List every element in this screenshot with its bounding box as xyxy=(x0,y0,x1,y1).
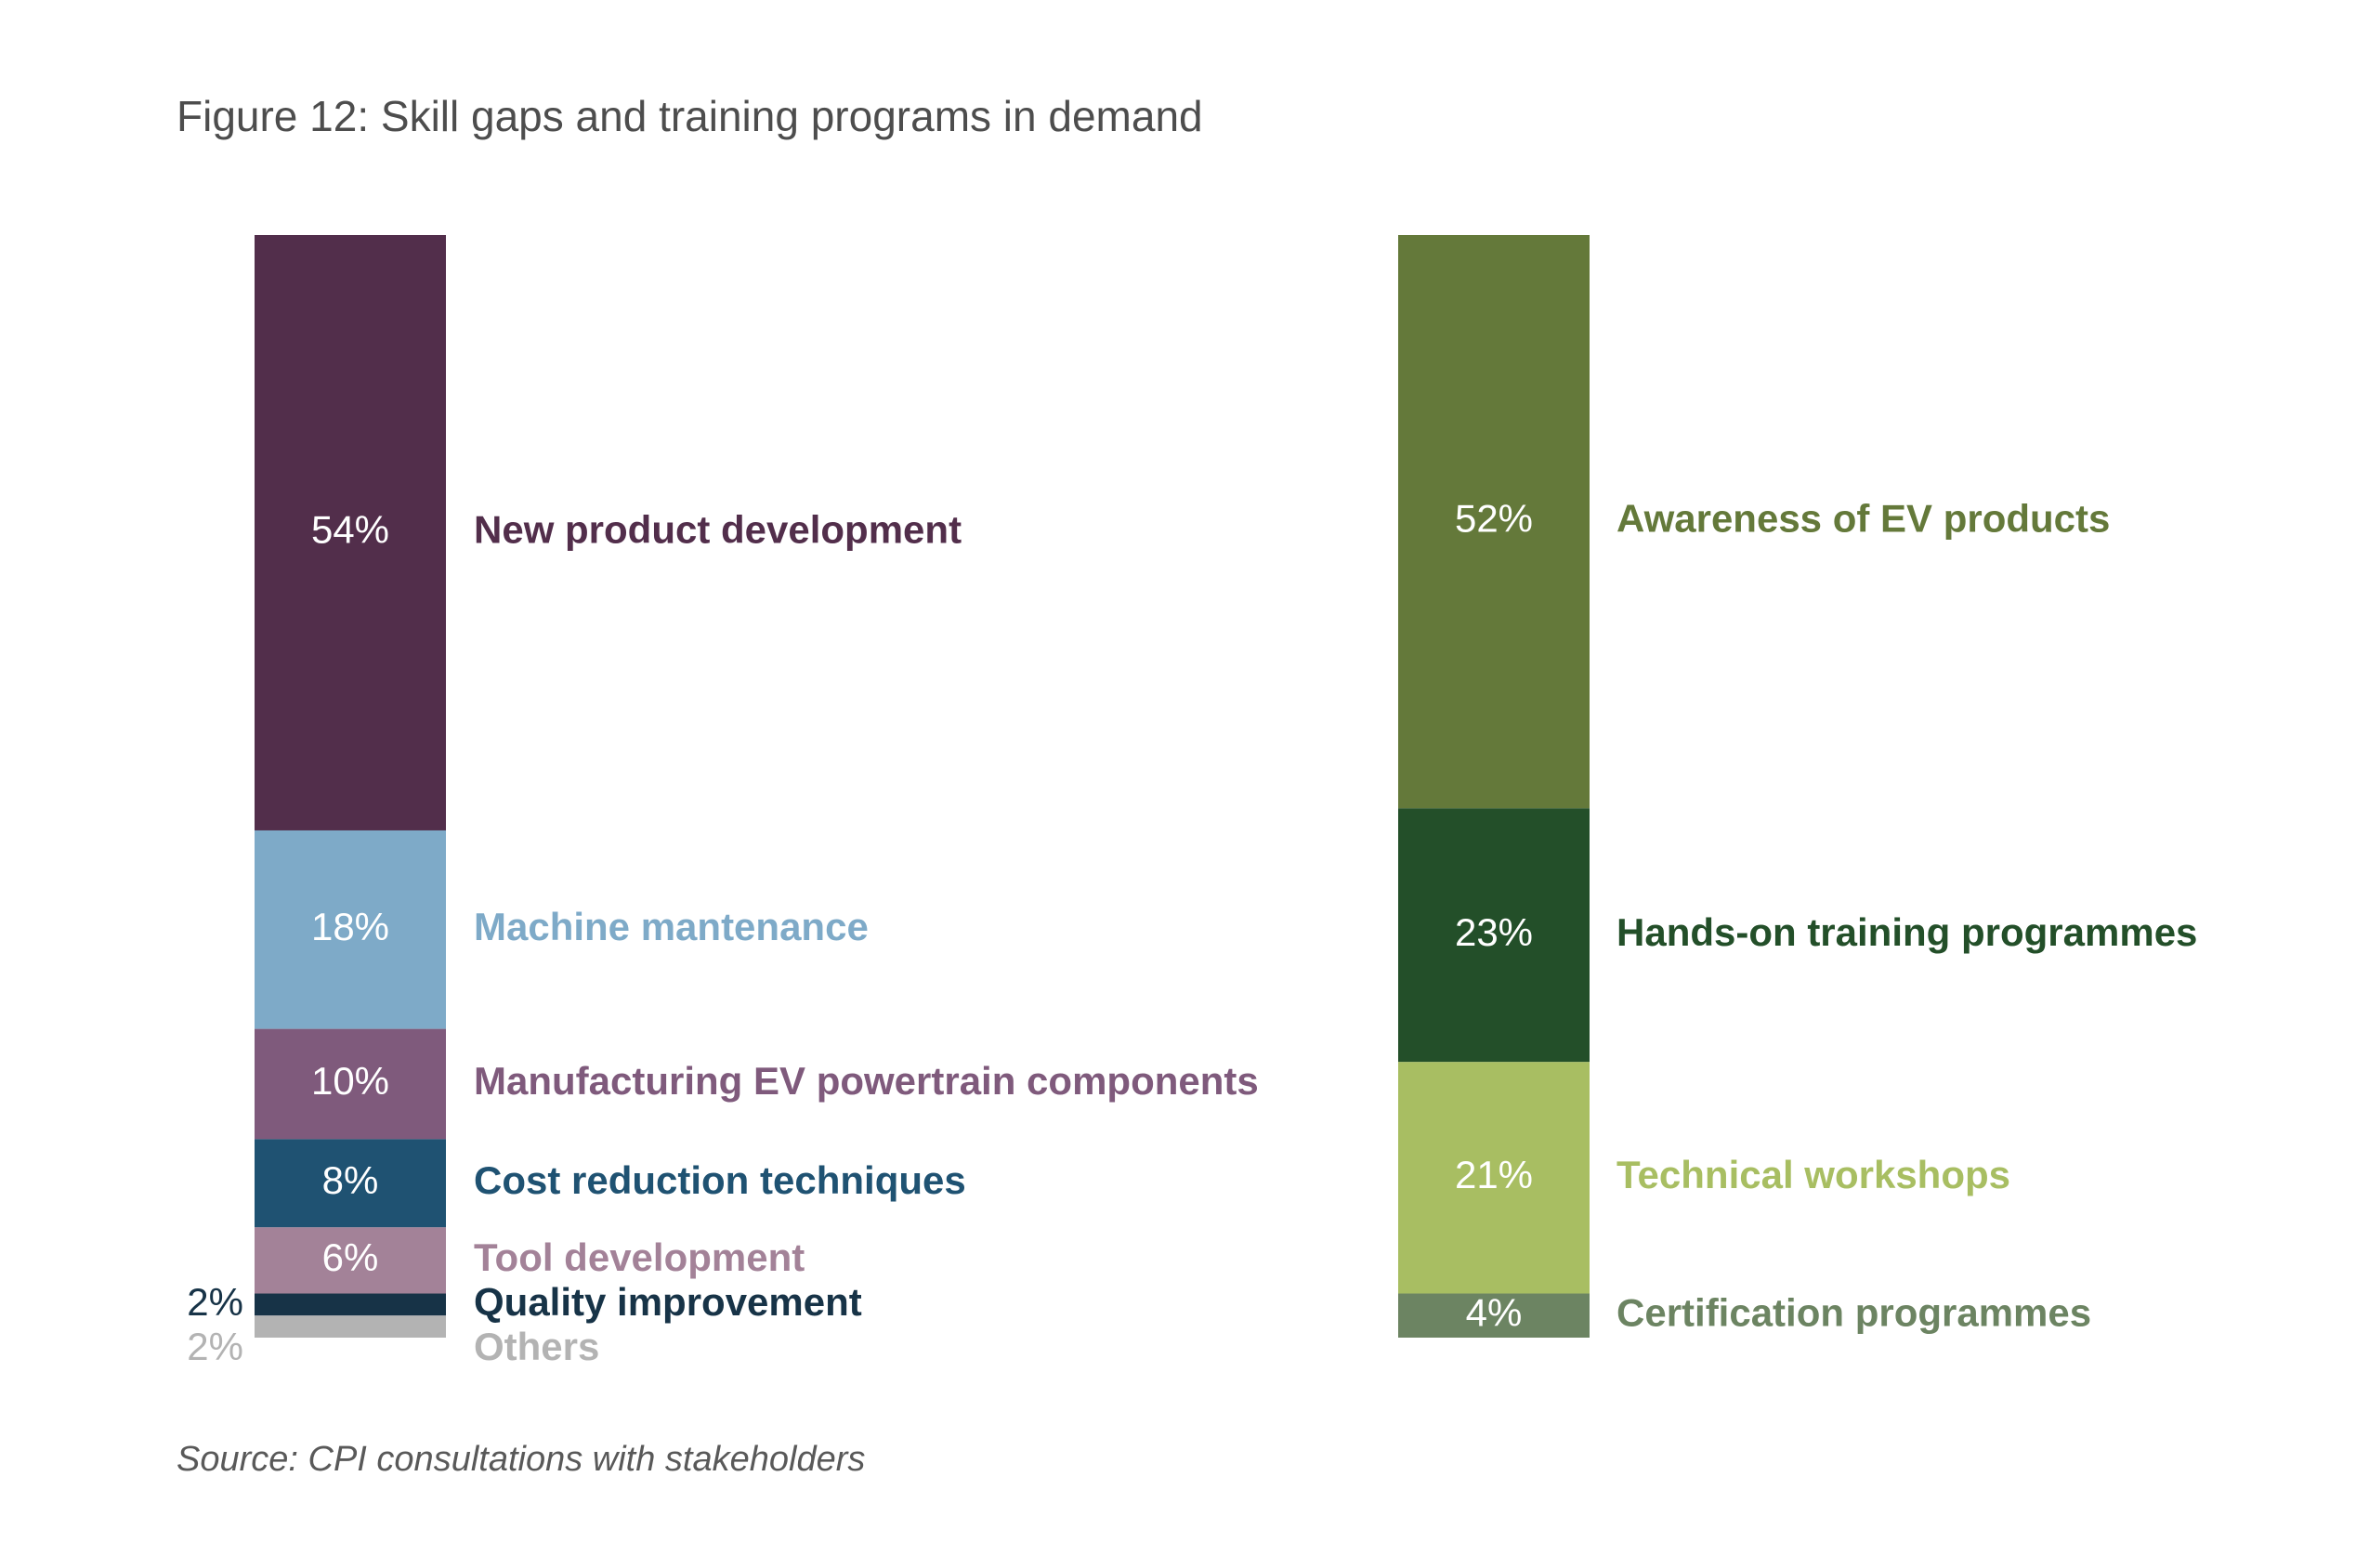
bar-segment xyxy=(1398,1293,1590,1338)
value-label: 52% xyxy=(1455,497,1533,541)
value-label: 4% xyxy=(1466,1290,1523,1334)
bar-segment xyxy=(1398,235,1590,809)
category-label: Cost reduction techniques xyxy=(474,1158,966,1202)
value-label: 2% xyxy=(187,1280,243,1324)
bar-segment xyxy=(255,1028,446,1140)
value-label: 54% xyxy=(311,508,389,552)
bar-segment xyxy=(255,235,446,830)
bar-segment xyxy=(255,1227,446,1294)
value-label: 10% xyxy=(311,1059,389,1103)
bar-segment xyxy=(1398,808,1590,1063)
value-label: 21% xyxy=(1455,1153,1533,1196)
category-label: Quality improvement xyxy=(474,1280,862,1324)
value-label: 8% xyxy=(322,1158,379,1202)
category-label: Manufacturing EV powertrain components xyxy=(474,1059,1259,1103)
category-label: Awareness of EV products xyxy=(1616,497,2110,541)
category-label: Tool development xyxy=(474,1235,805,1279)
category-label: Certification programmes xyxy=(1616,1290,2091,1334)
bar-segment xyxy=(255,1293,446,1316)
bar-segment xyxy=(255,1139,446,1228)
category-label: Machine mantenance xyxy=(474,905,869,948)
bar-segment xyxy=(255,1315,446,1338)
chart-title: Figure 12: Skill gaps and training progr… xyxy=(177,92,1203,140)
bar-segment xyxy=(255,830,446,1029)
value-label: 18% xyxy=(311,905,389,948)
stacked-bar-2: 52% Awareness of EV products 23% Hands-on t… xyxy=(1398,235,2197,1338)
category-label: Technical workshops xyxy=(1616,1153,2010,1196)
source-note: Source: CPI consultations with stakehold… xyxy=(177,1440,866,1479)
category-label: New product development xyxy=(474,508,962,552)
value-label: 23% xyxy=(1455,910,1533,954)
stacked-bar-1: 54% New product development 18% Machine man… xyxy=(187,235,1259,1368)
value-label: 6% xyxy=(322,1235,379,1279)
category-label: Others xyxy=(474,1325,599,1368)
value-label: 2% xyxy=(187,1325,243,1368)
bar-segment xyxy=(1398,1062,1590,1294)
category-label: Hands-on training programmes xyxy=(1616,910,2197,954)
